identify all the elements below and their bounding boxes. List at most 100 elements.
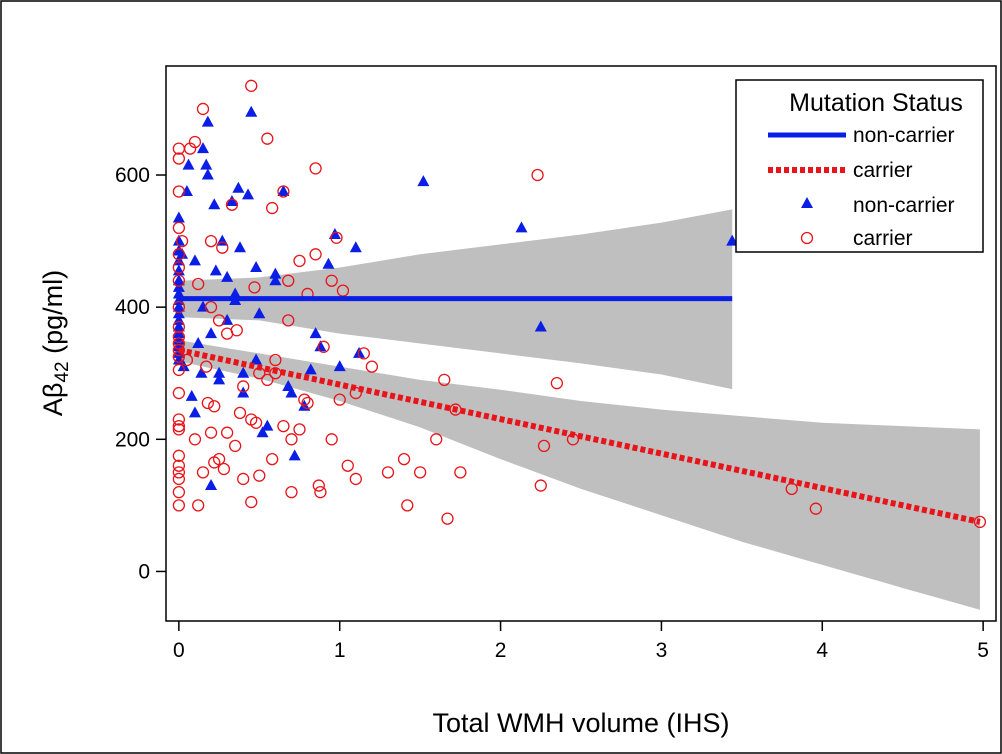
point-non-carrier [242,188,255,200]
point-carrier [441,512,454,525]
point-carrier [301,396,314,410]
point-non-carrier [188,406,201,418]
point-non-carrier [349,241,362,253]
point-non-carrier [195,366,208,378]
y-axis-title-subscript: 42 [52,361,73,382]
point-non-carrier [176,247,189,259]
point-non-carrier [237,366,250,378]
point-non-carrier [229,287,242,299]
point-non-carrier [185,389,198,401]
point-carrier [204,426,218,439]
point-carrier [325,274,338,287]
point-carrier [277,185,290,198]
point-carrier [381,466,395,479]
point-carrier [454,466,467,479]
point-non-carrier [322,257,335,269]
point-non-carrier [233,241,246,253]
point-non-carrier [188,254,201,266]
point-non-carrier [304,363,317,375]
point-carrier [269,353,282,367]
legend-title: Mutation Status [789,89,963,117]
point-carrier [172,472,186,486]
point-carrier [237,472,250,486]
legend-swatch-carrier-marker [800,231,814,245]
point-carrier [172,320,186,334]
point-carrier [282,274,295,287]
point-carrier [172,423,186,436]
point-carrier [312,479,325,492]
point-carrier [314,486,327,499]
point-non-carrier [314,340,327,352]
point-carrier [172,152,186,165]
legend-label-carrier-marker: carrier [853,227,913,250]
point-carrier [172,185,186,198]
point-non-carrier [213,366,226,378]
y-axis-title-unit: (pg/ml) [38,270,68,362]
point-non-carrier [277,185,290,197]
point-carrier [196,466,210,479]
point-carrier [357,347,370,360]
point-carrier [192,499,205,512]
point-carrier [413,466,427,479]
point-carrier [217,462,231,476]
x-axis: 0 1 2 3 4 5 [173,621,989,662]
point-non-carrier [182,158,195,170]
legend-swatch-non-carrier-marker [801,197,813,208]
point-carrier [285,486,298,499]
point-carrier [216,241,229,254]
point-non-carrier [417,175,430,187]
point-non-carrier [213,373,226,385]
point-non-carrier [250,261,263,273]
point-non-carrier [328,227,341,239]
legend: Mutation Status non-carrier carrier non-… [735,79,984,253]
point-carrier [172,363,186,377]
point-non-carrier [209,264,222,276]
point-carrier [293,423,306,436]
point-carrier [550,376,564,390]
point-carrier [537,439,551,453]
point-carrier [172,486,186,499]
point-carrier [192,277,205,291]
point-non-carrier [205,479,218,491]
y-tick-label: 200 [115,428,150,451]
point-non-carrier [256,426,269,438]
point-carrier [212,452,226,466]
data-points [172,79,987,529]
point-carrier [245,495,258,509]
point-non-carrier [201,115,214,127]
point-non-carrier [196,142,209,154]
point-carrier [237,380,250,393]
point-non-carrier [200,158,213,170]
point-carrier [293,254,306,268]
point-carrier [172,499,186,512]
fit-lines [178,296,981,525]
point-non-carrier [221,270,234,282]
point-carrier [172,449,186,462]
point-carrier [531,168,544,182]
x-axis-title: Total WMH volume (IHS) [432,708,729,738]
legend-box [735,79,984,253]
point-non-carrier [253,307,266,319]
point-carrier [172,301,186,314]
point-carrier [188,433,202,446]
point-carrier [261,132,274,145]
fit-line-carrier [178,347,981,525]
point-carrier [253,469,266,482]
point-carrier [809,502,822,515]
point-non-carrier [726,234,739,246]
point-carrier [172,330,186,344]
point-non-carrier [309,327,322,339]
point-non-carrier [261,419,274,431]
point-carrier [172,466,186,479]
legend-label-non-carrier-marker: non-carrier [853,194,955,217]
point-non-carrier [172,287,185,299]
x-tick-label: 3 [656,639,668,662]
point-non-carrier [269,267,282,279]
point-carrier [172,343,186,357]
point-carrier [277,419,290,433]
point-non-carrier [172,320,185,332]
point-carrier [172,221,186,235]
point-carrier [325,433,338,446]
point-carrier [172,261,186,274]
